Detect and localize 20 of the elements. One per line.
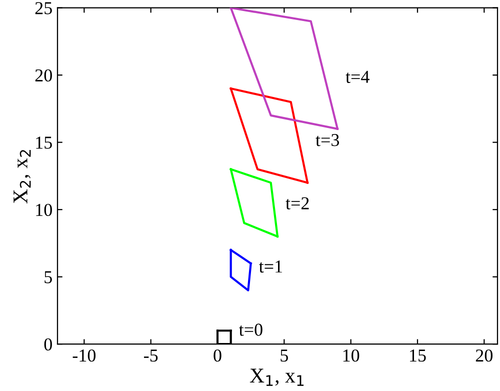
y-axis-title: X$_{2}$, x$_{2}$ — [14, 150, 31, 204]
x-axis-title: X$_{1}$, x$_{1}$ — [250, 368, 304, 386]
x-tick-label: 10 — [343, 349, 360, 362]
x-tick-label: 15 — [410, 350, 426, 362]
legend-label: t=0 — [239, 324, 262, 336]
y-tick-label: 0 — [44, 338, 52, 351]
text: t=4 — [346, 70, 370, 83]
x-tick-label: 20 — [476, 349, 493, 362]
y-tick-label: 10 — [36, 204, 52, 216]
x-tick-label: 5 — [280, 350, 288, 362]
x-tick-label: -10 — [72, 349, 96, 362]
series-label: t=1 — [259, 260, 282, 273]
text: t=3 — [316, 134, 340, 146]
series-label: t=2 — [286, 197, 309, 210]
x-tick-label: -5 — [144, 350, 158, 362]
y-tick-label: 20 — [35, 69, 52, 82]
x-tick-label: 0 — [214, 349, 222, 362]
y-tick-label: 5 — [44, 271, 52, 284]
y-tick-label: 15 — [36, 136, 52, 149]
y-tick-label: 25 — [35, 2, 52, 14]
